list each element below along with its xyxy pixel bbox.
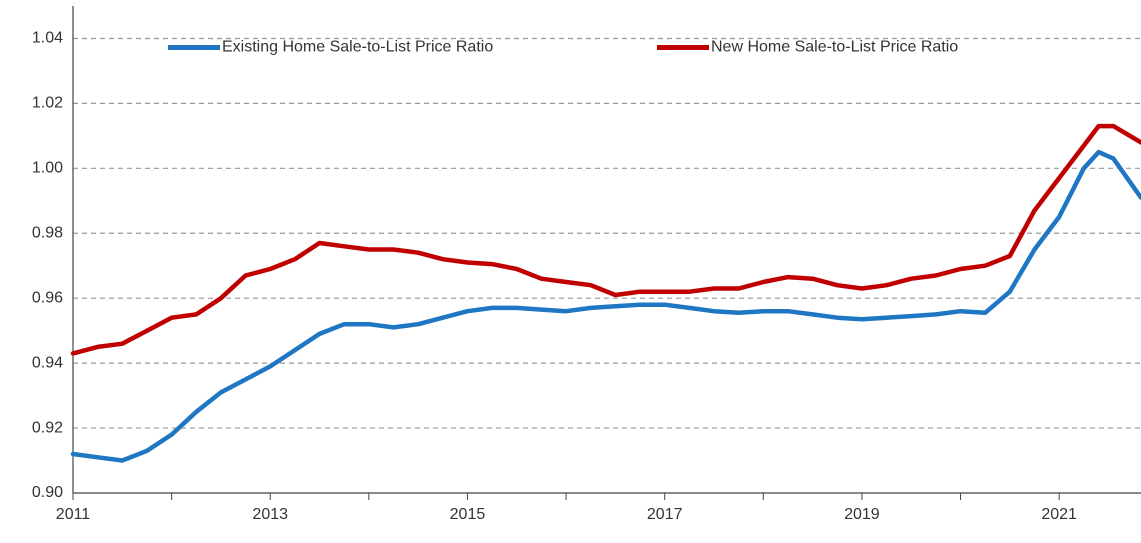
y-tick-label: 1.00	[32, 160, 63, 177]
legend-label: New Home Sale-to-List Price Ratio	[711, 39, 958, 56]
x-tick-label: 2015	[450, 506, 486, 523]
series-line	[70, 123, 1141, 356]
x-tick-label: 2019	[844, 506, 880, 523]
y-tick-label: 0.92	[32, 419, 63, 436]
y-tick-label: 0.98	[32, 224, 63, 241]
x-tick-label: 2013	[252, 506, 288, 523]
x-tick-label: 2021	[1041, 506, 1077, 523]
y-tick-label: 0.90	[32, 484, 63, 501]
y-tick-label: 0.94	[32, 354, 63, 371]
x-tick-label: 2017	[647, 506, 683, 523]
legend-label: Existing Home Sale-to-List Price Ratio	[222, 39, 493, 56]
series-line	[70, 149, 1141, 463]
y-tick-label: 1.04	[32, 30, 63, 47]
y-tick-label: 1.02	[32, 95, 63, 112]
x-tick-label: 2011	[56, 506, 91, 523]
y-tick-label: 0.96	[32, 289, 63, 306]
